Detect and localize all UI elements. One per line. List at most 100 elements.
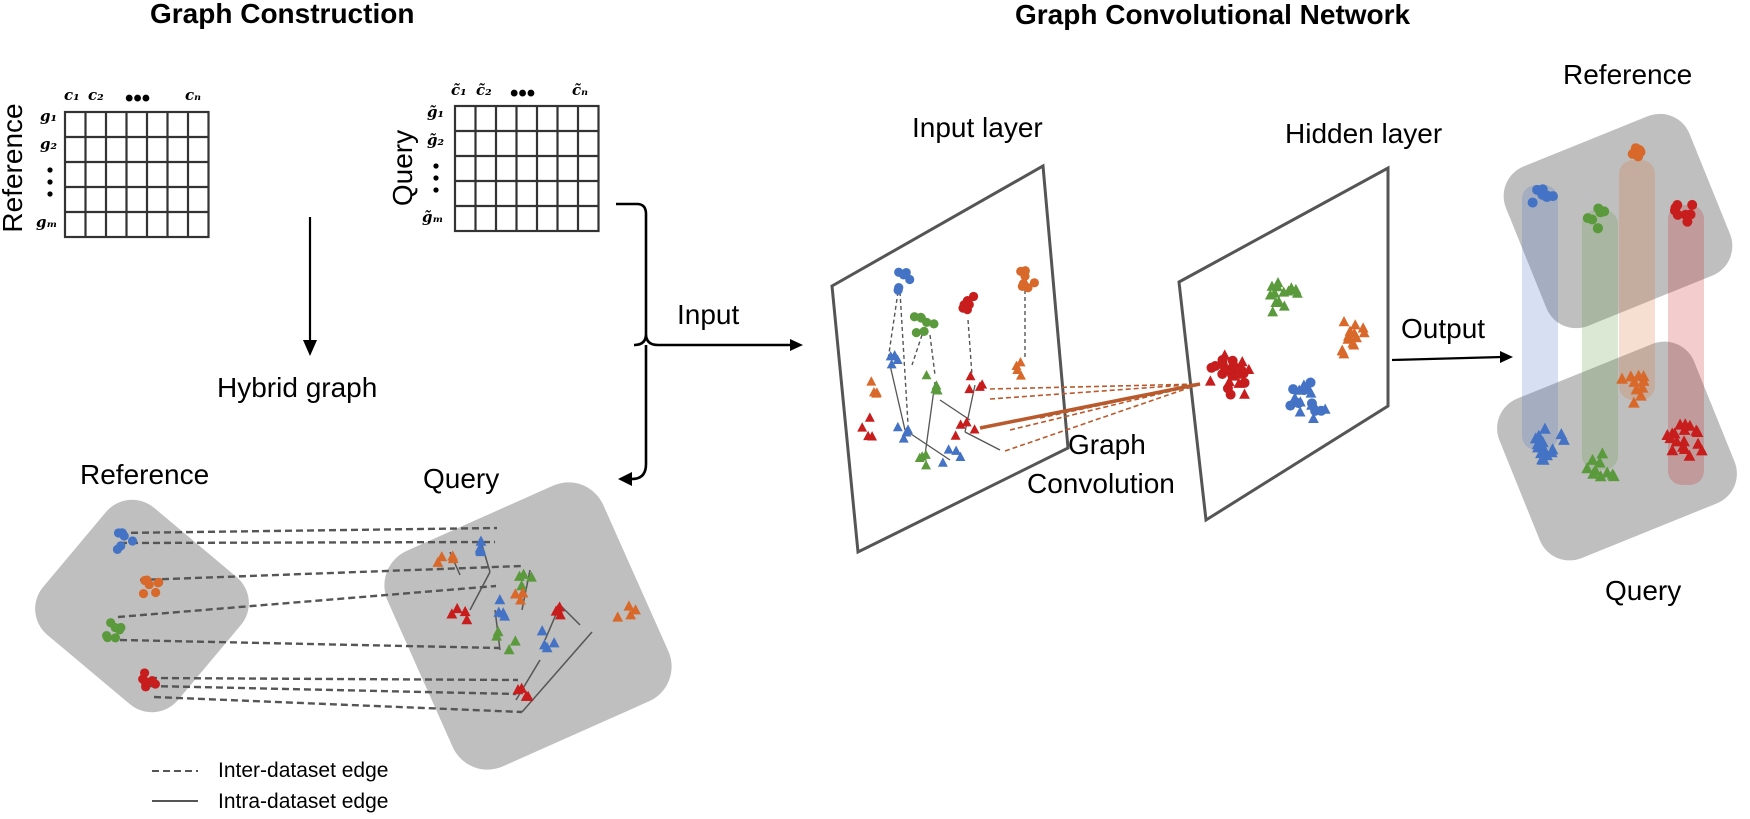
query-cell-blue [475,535,487,546]
reference-cell-blue [112,544,123,554]
input-query-cell-orange [1015,356,1026,367]
input-query-cell-orange [866,376,877,386]
output-beam-red [1668,205,1704,485]
query-matrix: Query c̃₁ c̃₂ ••• c̃ₙ g̃₁ g̃₂ g̃ₘ [387,80,600,233]
ref-row-label-g1: g₁ [40,107,57,125]
query-cell-orange [612,611,624,622]
hidden-cell-blue [1294,406,1306,417]
query-cell-red [552,604,564,615]
output-query-cell-blue [1532,441,1544,453]
ref-col-ellipsis: ••• [125,85,150,112]
hidden-cell-blue [1305,377,1316,388]
reference-cell-red [140,676,151,687]
output-query-cell-green [1581,462,1593,474]
intra-dataset-edge [559,604,581,626]
query-cell-orange [517,587,529,598]
input-query-cell-red [857,422,868,432]
query-cell-orange [447,550,459,561]
output-reference-cell-blue [1532,184,1543,195]
query-cell-orange [510,588,521,599]
hidden-cell-red [1234,368,1246,379]
query-matrix-label: Query [387,130,418,206]
inter-dataset-edge [119,638,501,650]
hidden-cell-blue [1294,396,1306,407]
output-query-cell-blue [1529,432,1542,444]
input-query-cell-blue [885,350,896,361]
output-reference-label: Reference [1563,59,1692,90]
output-reference-cell-red [1687,199,1698,210]
output-reference-cell-blue [1541,192,1552,203]
hidden-layer-plane [1177,165,1390,523]
reference-cell-green [106,618,116,628]
query-cell-orange [630,604,641,615]
title-gcn: Graph Convolutional Network [1015,0,1411,30]
query-cell-green [503,644,515,655]
output-query-cell-red [1664,432,1677,444]
input-query-cell-blue [898,433,909,443]
input-reference-cell-red [959,300,969,310]
input-reference-cell-green [909,312,920,322]
legend-inter-label: Inter-dataset edge [218,759,388,782]
input-query-cell-blue [886,359,897,369]
output-reference-cell-orange [1633,144,1644,155]
query-cell-red [446,608,458,619]
input-query-cell-red [864,412,875,422]
input-query-cell-orange [1015,370,1026,380]
hidden-cell-red [1243,363,1255,375]
output-query-cell-orange [1616,372,1628,384]
input-query-cell-green [930,383,941,394]
query-cell-orange [623,600,635,611]
output-query-cell-green [1601,466,1614,478]
query-cell-blue [493,606,505,617]
input-query-cell-green [921,460,931,470]
inter-dataset-edge [149,684,517,696]
graph-convolution-edges [979,382,1201,452]
inter-dataset-edge [119,540,496,545]
output-panels: Reference Query [1497,59,1737,606]
inter-dataset-edge [119,526,498,535]
inter-dataset-edge [899,291,909,425]
output-query-cell-red [1684,419,1696,431]
hidden-cell-red [1204,375,1216,386]
output-query-cell-green [1594,470,1607,482]
input-query-cell-blue [903,424,913,434]
hybrid-query-panel [384,482,672,770]
qry-col-label-cn: c̃ₙ [572,81,588,99]
output-query-panel [1497,341,1737,561]
output-beam-orange [1619,160,1655,400]
input-label: Input [677,299,739,330]
hidden-layer-nodes [1204,277,1370,423]
input-layer-plane [830,163,1070,555]
reference-matrix-label: Reference [0,103,28,232]
graph-convolution-label-line2: Convolution [1027,468,1175,499]
query-cell-green [516,580,528,591]
query-cell-blue [494,594,506,605]
hybrid-reference-panel [35,499,249,713]
hidden-cell-orange [1358,327,1370,338]
ref-row-label-gm: gₘ [36,213,57,231]
output-query-cell-orange [1628,375,1641,387]
ref-row-label-g2: g₂ [40,135,57,153]
legend-intra-label: Intra-dataset edge [218,790,388,813]
query-cell-red [459,605,471,617]
hidden-cell-red [1220,362,1232,373]
query-cell-blue [548,637,560,648]
output-query-label: Query [1605,575,1681,606]
hidden-cell-orange [1357,322,1369,333]
input-query-cell-red [964,383,975,394]
query-cell-green [509,635,521,646]
qry-col-label-c1: c̃₁ [451,81,467,99]
qry-row-ellipsis [433,163,439,193]
graph-convolution-edge-main [979,382,1201,430]
hidden-cell-orange [1338,316,1350,327]
output-alignment-beams [1522,160,1704,485]
output-reference-cell-green [1582,213,1593,224]
hidden-cell-red [1236,356,1248,367]
output-query-cell-green [1596,447,1609,459]
input-reference-cell-orange [1029,278,1039,288]
query-cell-red [520,690,532,701]
hidden-cell-green [1283,285,1294,296]
input-reference-cell-blue [900,269,910,279]
output-reference-panel [1503,113,1733,329]
